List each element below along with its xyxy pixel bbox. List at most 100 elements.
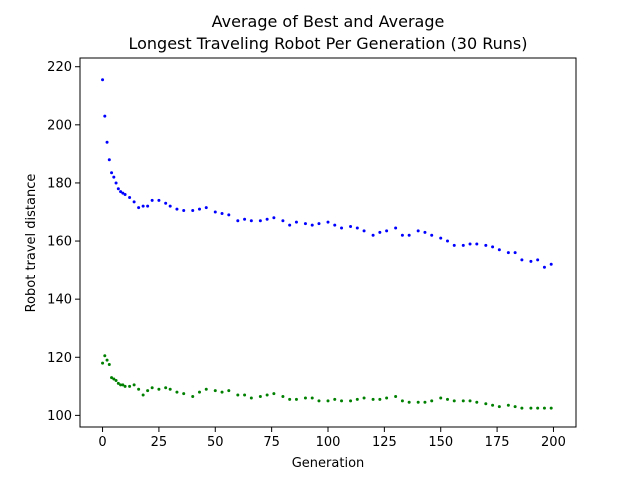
- series-2-point: [439, 396, 443, 400]
- series-2-point: [121, 383, 125, 387]
- series-1-point: [249, 219, 253, 223]
- series-1-point: [407, 233, 411, 237]
- x-tick-label: 175: [485, 435, 510, 450]
- series-1-point: [112, 175, 116, 179]
- series-1-point: [116, 187, 120, 191]
- series-2-point: [175, 390, 179, 394]
- series-2-point: [265, 393, 269, 397]
- series-1-point: [385, 229, 389, 233]
- series-2-point: [150, 386, 154, 390]
- series-1-point: [105, 140, 109, 144]
- y-tick-label: 180: [47, 176, 72, 191]
- series-1-point: [513, 251, 517, 255]
- y-tick-label: 200: [47, 118, 72, 133]
- series-2-point: [303, 396, 307, 400]
- series-1-point: [506, 251, 510, 255]
- series-2-point: [258, 394, 262, 398]
- series-2-point: [141, 393, 145, 397]
- series-1-point: [157, 198, 161, 202]
- series-1-point: [362, 229, 366, 233]
- series-1-point: [107, 158, 111, 162]
- series-1-point: [355, 226, 359, 230]
- series-1-point: [423, 230, 427, 234]
- series-1-point: [536, 258, 540, 262]
- series-1-point: [119, 190, 123, 194]
- series-2-point: [310, 396, 314, 400]
- series-1-point: [243, 217, 247, 221]
- series-2-point: [430, 399, 434, 403]
- x-axis-ticks: 0 25 50 75 100 125 150 175 200: [98, 427, 566, 450]
- series-1-point: [101, 78, 105, 82]
- series-2-point: [164, 386, 168, 390]
- series-2-point: [213, 389, 217, 393]
- series-1-point: [340, 226, 344, 230]
- series-2-point: [137, 387, 141, 391]
- series-1-point: [103, 114, 107, 118]
- series-2-point: [461, 399, 465, 403]
- series-1-point: [349, 225, 353, 229]
- y-axis-ticks: 100 120 140 160 180 200 220: [47, 60, 80, 424]
- series-2-point: [132, 383, 136, 387]
- series-1-point: [272, 216, 276, 220]
- series-2-point: [110, 376, 114, 380]
- x-tick-label: 75: [263, 435, 280, 450]
- series-2-point: [491, 403, 495, 407]
- series-1-point: [333, 223, 337, 227]
- series-2-point: [355, 397, 359, 401]
- series-2-point: [445, 397, 449, 401]
- series-1-point: [191, 209, 195, 213]
- series-1-point: [491, 245, 495, 249]
- y-tick-label: 160: [47, 235, 72, 250]
- series-1-point: [326, 220, 330, 224]
- x-tick-label: 25: [151, 435, 168, 450]
- series-2-point: [326, 399, 330, 403]
- series-2-point: [536, 406, 540, 410]
- series-2-point: [423, 400, 427, 404]
- series-1-point: [468, 242, 472, 246]
- series-2-point: [378, 397, 382, 401]
- series-2-point: [340, 399, 344, 403]
- series-1-point: [484, 243, 488, 247]
- series-2-point: [542, 406, 546, 410]
- series-1-point: [549, 262, 553, 266]
- series-2-point: [385, 396, 389, 400]
- series-2-point: [236, 393, 240, 397]
- series-2-point: [333, 397, 337, 401]
- series-2-point: [107, 363, 111, 367]
- series-1-point: [303, 222, 307, 226]
- series-1-point: [461, 243, 465, 247]
- series-2-point: [197, 390, 201, 394]
- series-2-point: [475, 400, 479, 404]
- y-tick-label: 220: [47, 60, 72, 75]
- chart-title-line-1: Average of Best and Average: [212, 12, 445, 31]
- series-2-point: [105, 358, 109, 362]
- chart-title-line-2: Longest Traveling Robot Per Generation (…: [128, 34, 527, 53]
- series-2-point: [128, 384, 132, 388]
- series-1-point: [265, 217, 269, 221]
- series-2-point: [317, 399, 321, 403]
- series-2-point: [529, 406, 533, 410]
- series-1-point: [310, 223, 314, 227]
- series-2-point: [204, 387, 208, 391]
- series-1-point: [281, 219, 285, 223]
- series-1-point: [542, 265, 546, 269]
- series-1-point: [175, 207, 179, 211]
- series-2-point: [468, 399, 472, 403]
- series-2-point: [452, 399, 456, 403]
- series-1-point: [439, 236, 443, 240]
- series-1-point: [394, 226, 398, 230]
- series-1-point: [236, 219, 240, 223]
- series-2-point: [123, 384, 127, 388]
- series-1-point: [294, 220, 298, 224]
- series-1-point: [164, 201, 168, 205]
- series-1-point: [197, 207, 201, 211]
- series-2-point: [114, 379, 118, 383]
- series-1-point: [430, 233, 434, 237]
- series-1-point: [146, 204, 150, 208]
- series-2-point: [119, 383, 123, 387]
- series-1-point: [204, 206, 208, 210]
- series-1-point: [416, 229, 420, 233]
- series-2-point: [146, 389, 150, 393]
- series-2-point: [400, 399, 404, 403]
